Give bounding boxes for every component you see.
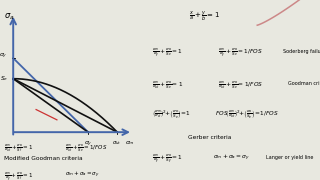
Text: $\sigma_{ut}$: $\sigma_{ut}$ xyxy=(113,139,122,147)
Text: $\frac{\sigma_m}{\sigma_y}+\frac{\sigma_a}{S_e}=1$: $\frac{\sigma_m}{\sigma_y}+\frac{\sigma_… xyxy=(152,47,183,59)
Text: $\sigma_m+\sigma_a=\sigma_y$: $\sigma_m+\sigma_a=\sigma_y$ xyxy=(65,170,100,180)
Text: $\frac{\sigma_m}{\sigma_{ut}}+\frac{\sigma_a}{S_e}=1/FOS$: $\frac{\sigma_m}{\sigma_{ut}}+\frac{\sig… xyxy=(65,142,108,154)
Text: $S_e$: $S_e$ xyxy=(0,74,8,83)
Text: $\frac{\sigma_m}{\sigma_y}+\frac{\sigma_a}{S_e}=1/FOS$: $\frac{\sigma_m}{\sigma_y}+\frac{\sigma_… xyxy=(218,47,263,59)
Text: $\frac{\sigma_m}{\sigma_{ut}}+\frac{\sigma_a}{S_f}=1$: $\frac{\sigma_m}{\sigma_{ut}}+\frac{\sig… xyxy=(4,142,34,154)
Text: Soderberg failure criteria: Soderberg failure criteria xyxy=(283,49,320,54)
Text: $\frac{\sigma_m}{\sigma_{ut}}+\frac{\sigma_a}{S_e}=1/FOS$: $\frac{\sigma_m}{\sigma_{ut}}+\frac{\sig… xyxy=(218,79,264,91)
Text: $\frac{\sigma_m}{\sigma_y}+\frac{\sigma_a}{S_y}=1$: $\frac{\sigma_m}{\sigma_y}+\frac{\sigma_… xyxy=(152,153,183,166)
Text: $\sigma_m$: $\sigma_m$ xyxy=(125,139,135,147)
Text: Goodman criteria: Goodman criteria xyxy=(288,81,320,86)
Text: $\frac{\sigma_m}{\sigma_{ut}}+\frac{\sigma_a}{S_e}=1$: $\frac{\sigma_m}{\sigma_{ut}}+\frac{\sig… xyxy=(152,79,183,91)
Text: Modified Goodman criteria: Modified Goodman criteria xyxy=(4,156,83,161)
Text: Gerber criteria: Gerber criteria xyxy=(188,135,231,140)
Text: $\sigma_a$: $\sigma_a$ xyxy=(4,12,14,22)
Text: $\left(\frac{\sigma_m}{\sigma_{ut}}\right)^{\!2}\!\!+\!\left(\frac{\sigma_a}{S_e: $\left(\frac{\sigma_m}{\sigma_{ut}}\righ… xyxy=(152,108,191,120)
Text: $\sigma_y$: $\sigma_y$ xyxy=(0,51,8,61)
Text: $FOS\!\left(\frac{\sigma_m}{\sigma_{ut}}\right)^{\!2}\!\!+\!\left(\frac{\sigma_a: $FOS\!\left(\frac{\sigma_m}{\sigma_{ut}}… xyxy=(215,108,279,120)
Text: Langer or yield line: Langer or yield line xyxy=(266,155,313,160)
Text: $\frac{x}{a}+\frac{y}{b}=1$: $\frac{x}{a}+\frac{y}{b}=1$ xyxy=(189,9,220,22)
Text: $\sigma_y$: $\sigma_y$ xyxy=(84,139,92,148)
Text: $\sigma_m+\sigma_a=\sigma_y$: $\sigma_m+\sigma_a=\sigma_y$ xyxy=(213,153,250,163)
Text: $\frac{\sigma_m}{\sigma_y}+\frac{\sigma_a}{S_f}=1$: $\frac{\sigma_m}{\sigma_y}+\frac{\sigma_… xyxy=(4,170,34,180)
